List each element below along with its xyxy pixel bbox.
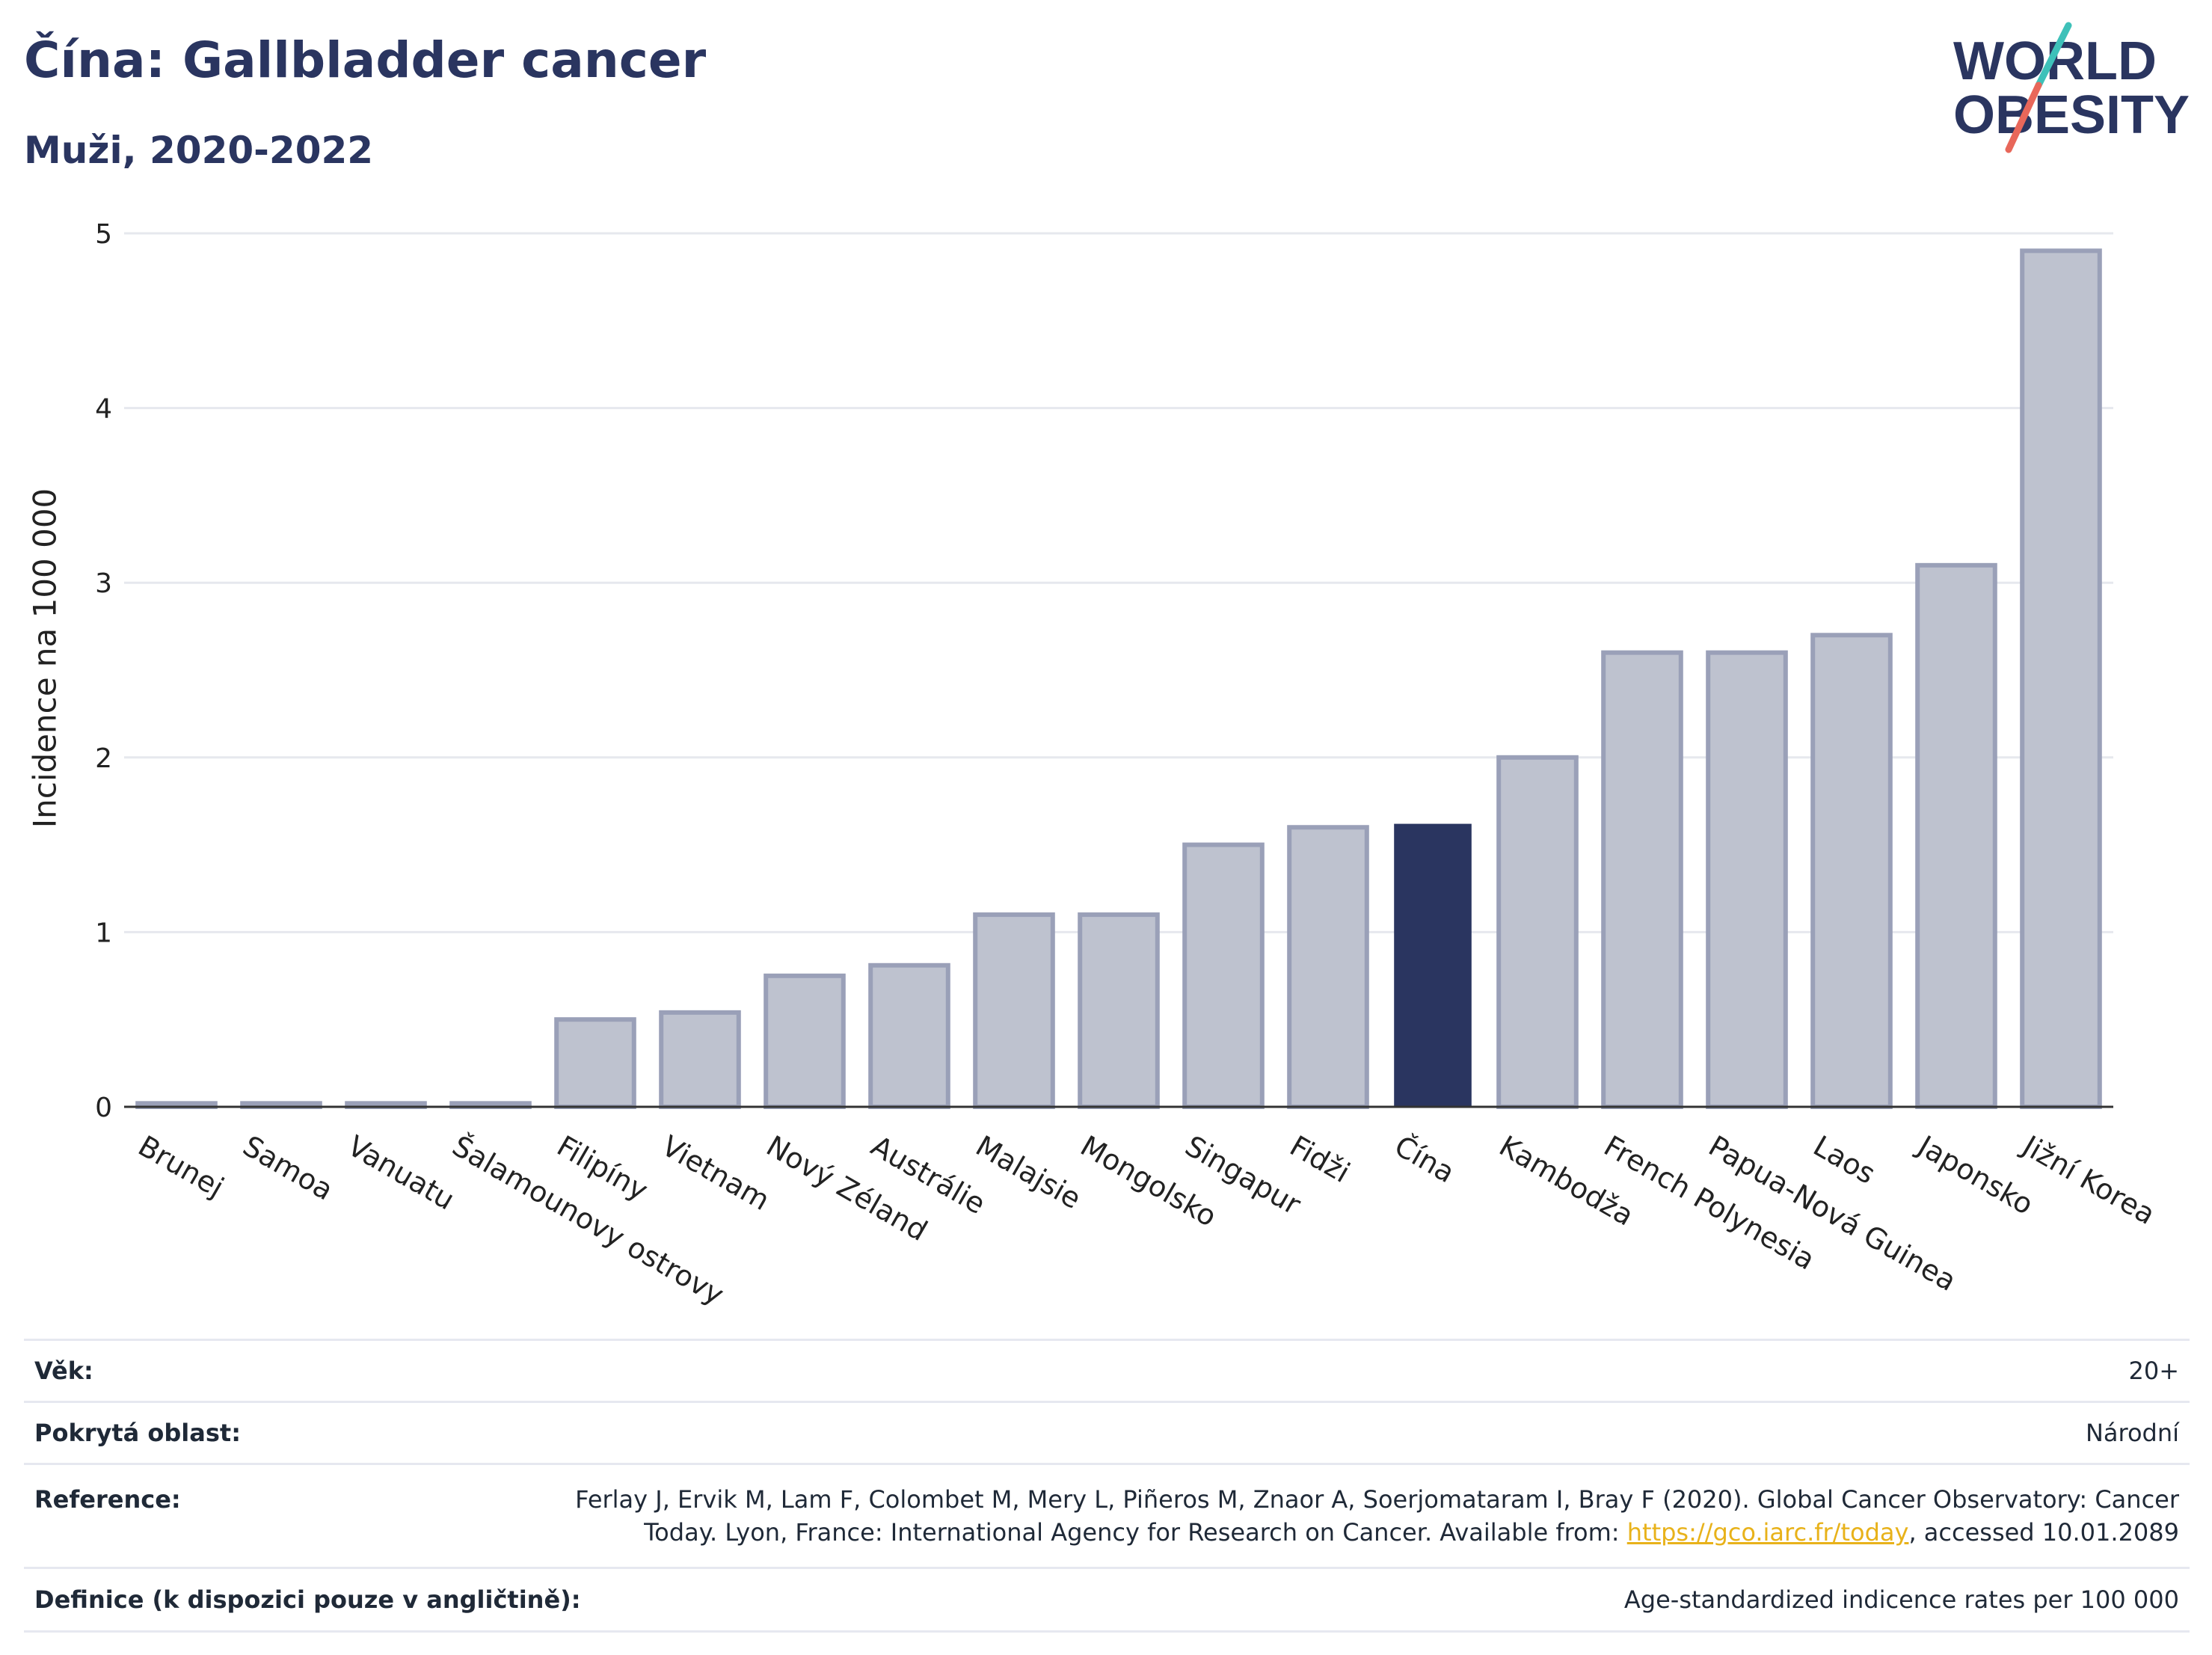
y-tick-labels: 0 1 2 3 4 5 — [95, 219, 112, 1123]
bar — [554, 1017, 636, 1109]
logo-slash-teal — [2035, 22, 2072, 89]
reference-line2-post: , accessed 10.01.2089 — [1908, 1518, 2179, 1547]
x-tick-label: Japonsko — [1911, 1129, 2039, 1221]
logo-slash-red — [2005, 82, 2042, 153]
info-row-definition: Definice (k dispozici pouze v angličtině… — [24, 1567, 2190, 1633]
y-tick-label: 2 — [95, 743, 112, 774]
age-value: 20+ — [2128, 1357, 2179, 1385]
chart-title: Čína: Gallbladder cancer — [24, 31, 707, 89]
y-tick-label: 3 — [95, 568, 112, 599]
definition-value: Age-standardized indicence rates per 100… — [1623, 1585, 2179, 1614]
reference-link[interactable]: https://gco.iarc.fr/today — [1626, 1518, 1909, 1547]
info-row-age: Věk: 20+ — [24, 1339, 2190, 1401]
bar — [1810, 633, 1893, 1109]
bar — [1706, 650, 1788, 1109]
logo-line-obesity: OBESITY — [1953, 85, 2190, 145]
x-tick-label: Brunej — [133, 1129, 230, 1204]
y-tick-label: 1 — [95, 918, 112, 948]
reference-label: Reference: — [34, 1485, 181, 1514]
bar — [973, 912, 1055, 1110]
age-label: Věk: — [34, 1357, 93, 1385]
bar — [2020, 248, 2102, 1109]
bar — [1182, 842, 1265, 1109]
x-tick-label: Laos — [1808, 1129, 1881, 1191]
x-tick-label: Čína — [1389, 1129, 1460, 1189]
reference-line2-pre: Today. Lyon, France: International Agenc… — [644, 1518, 1627, 1547]
bar — [1915, 562, 1997, 1109]
logo-line-world: WORLD — [1953, 31, 2157, 91]
bar-highlight — [1394, 823, 1472, 1107]
x-tick-label: Malajsie — [971, 1129, 1087, 1215]
x-tick-label: Vietnam — [657, 1129, 775, 1217]
bar — [764, 973, 846, 1110]
area-label: Pokrytá oblast: — [34, 1419, 241, 1447]
reference-line1: Ferlay J, Ervik M, Lam F, Colombet M, Me… — [575, 1485, 2179, 1514]
bar — [659, 1010, 741, 1109]
world-obesity-logo: WORLD OBESITY — [1953, 22, 2190, 153]
info-row-reference: Reference: Ferlay J, Ervik M, Lam F, Col… — [24, 1463, 2190, 1567]
info-table: Věk: 20+ Pokrytá oblast: Národní Referen… — [24, 1339, 2190, 1633]
definition-label: Definice (k dispozici pouze v angličtině… — [34, 1585, 581, 1614]
bar — [1496, 755, 1579, 1109]
bar — [1078, 912, 1160, 1110]
x-tick-label: Jižní Korea — [2016, 1129, 2161, 1231]
y-tick-label: 4 — [95, 394, 112, 425]
bars — [135, 248, 2102, 1110]
info-row-area: Pokrytá oblast: Národní — [24, 1401, 2190, 1463]
x-tick-label: Fidži — [1285, 1129, 1356, 1189]
chart-subtitle: Muži, 2020-2022 — [24, 129, 374, 172]
x-tick-label: Samoa — [238, 1129, 339, 1207]
reference-value: Ferlay J, Ervik M, Lam F, Colombet M, Me… — [575, 1483, 2190, 1549]
bar — [1601, 650, 1683, 1109]
x-tick-label: Vanuatu — [342, 1129, 461, 1216]
bar — [868, 962, 950, 1110]
y-tick-label: 5 — [95, 219, 112, 250]
y-tick-label: 0 — [95, 1093, 112, 1123]
bar — [1287, 825, 1369, 1109]
area-value: Národní — [2085, 1419, 2179, 1447]
